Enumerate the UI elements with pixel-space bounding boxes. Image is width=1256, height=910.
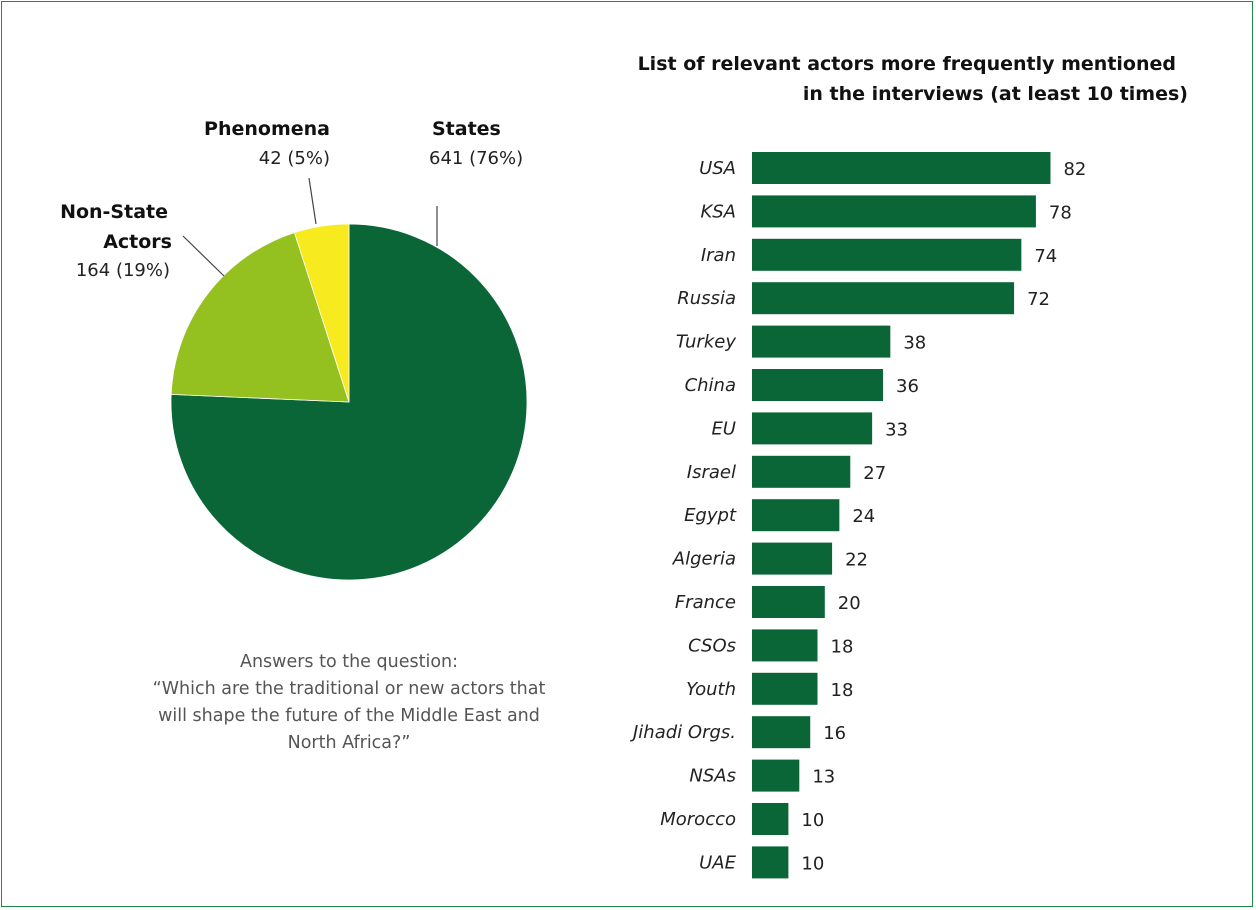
bar-turkey [752,325,891,358]
caption-line-3: will shape the future of the Middle East… [158,706,540,726]
bar-uae [752,846,789,879]
bar-chart: USA 82 KSA 78 Iran 74 Russia 72 Turkey 38 China 36 E… [630,152,1086,879]
category-label: Russia [677,288,736,309]
bar-chart-title-line-1: List of relevant actors more frequently … [638,53,1176,75]
value-label: 18 [831,680,854,701]
value-label: 27 [863,463,886,484]
category-label: China [685,375,736,396]
bar-jihadi-orgs [752,716,811,749]
value-label: 24 [852,506,875,527]
pie-chart [170,223,528,581]
pie-slice-states [170,223,528,581]
category-label: Egypt [684,505,737,526]
bar-youth [752,672,818,705]
pie-label-states: States [432,118,501,140]
bar-algeria [752,542,833,575]
value-label: 13 [812,767,835,788]
value-label: 72 [1027,289,1050,310]
value-label: 74 [1034,246,1057,267]
category-label: UAE [699,852,736,873]
pie-value-non-state: 164 (19%) [76,260,170,281]
pie-value-states: 641 (76%) [429,148,523,169]
bar-russia [752,282,1015,315]
category-label: USA [699,158,736,179]
bar-egypt [752,499,840,532]
leader-line-non-state [182,235,225,277]
bar-nsas [752,759,800,792]
pie-label-non-state-line2: Actors [103,231,172,253]
category-label: CSOs [688,635,736,656]
pie-value-phenomena: 42 (5%) [259,148,330,169]
pie-label-phenomena: Phenomena [204,118,330,140]
value-label: 10 [801,810,824,831]
bar-ksa [752,195,1036,228]
caption-line-2: “Which are the traditional or new actors… [153,679,546,699]
category-label: Jihadi Orgs. [630,722,736,743]
bar-csos [752,629,818,662]
category-label: EU [711,418,736,439]
category-label: Morocco [660,809,736,830]
bar-usa [752,152,1051,184]
category-label: KSA [700,201,736,222]
bar-morocco [752,803,789,835]
category-label: NSAs [689,766,736,787]
category-label: Youth [686,679,736,700]
category-label: Turkey [676,332,736,353]
bar-iran [752,238,1022,271]
category-label: Israel [687,462,736,483]
category-label: Algeria [672,549,736,570]
bar-eu [752,412,873,445]
bar-france [752,586,825,618]
leader-line-phenomena [308,177,317,225]
caption-line-4: North Africa?” [288,733,411,753]
value-label: 16 [823,723,846,744]
category-label: Iran [701,245,736,266]
value-label: 22 [845,550,868,571]
bar-israel [752,455,851,488]
value-label: 38 [903,333,926,354]
value-label: 10 [801,853,824,874]
pie-slice-non-state-actors [170,232,350,403]
pie-slice-phenomena [293,223,350,403]
category-label: France [675,592,736,613]
caption-line-1: Answers to the question: [240,652,458,672]
value-label: 36 [896,376,919,397]
value-label: 82 [1063,159,1086,180]
bar-chart-title-line-2: in the interviews (at least 10 times) [803,83,1188,105]
value-label: 78 [1049,202,1072,223]
value-label: 18 [831,636,854,657]
pie-label-non-state-line1: Non-State [60,201,168,223]
value-label: 20 [838,593,861,614]
bar-china [752,369,884,401]
value-label: 33 [885,419,908,440]
